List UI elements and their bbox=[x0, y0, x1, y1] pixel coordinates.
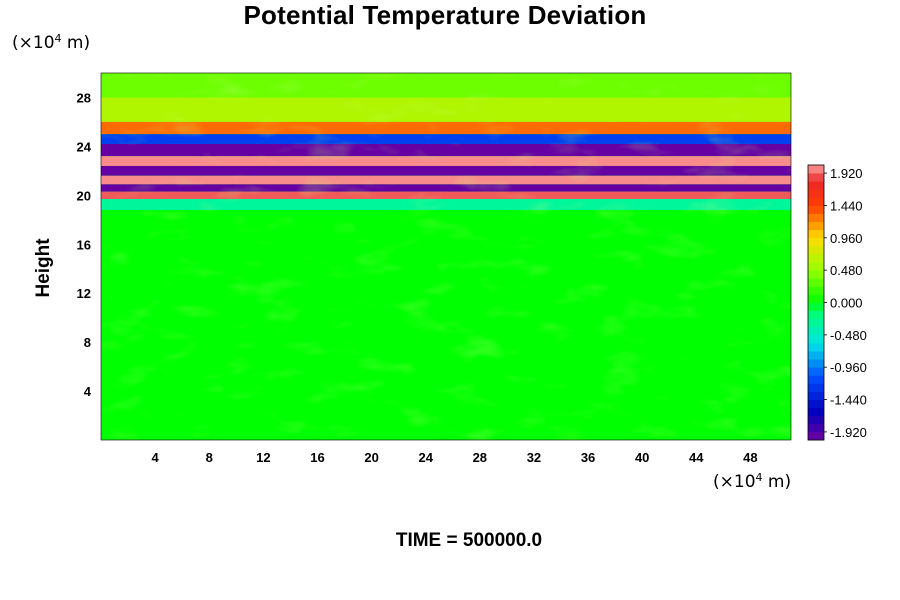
colorbar-tick-label: 0.960 bbox=[830, 231, 863, 246]
colorbar-tick-label: -1.920 bbox=[830, 425, 867, 440]
chart-title: Potential Temperature Deviation bbox=[243, 0, 647, 30]
field-texture bbox=[101, 73, 791, 440]
x-tick-label: 20 bbox=[364, 450, 378, 465]
colorbar-tick-label: -0.960 bbox=[830, 360, 867, 375]
colorbar-swatch bbox=[808, 399, 824, 409]
y-tick-label: 16 bbox=[77, 237, 91, 252]
x-unit-exponent: 4 bbox=[755, 471, 763, 484]
colorbar-swatch bbox=[808, 415, 824, 425]
colorbar-swatch bbox=[808, 342, 824, 352]
y-tick-label: 20 bbox=[77, 188, 91, 203]
colorbar-swatch bbox=[808, 205, 824, 214]
time-label: TIME = 500000.0 bbox=[395, 530, 543, 551]
y-unit-prefix: (×10 bbox=[12, 33, 55, 53]
x-unit-prefix: (×10 bbox=[713, 472, 756, 492]
x-tick-label: 32 bbox=[527, 450, 541, 465]
colorbar-swatch bbox=[808, 262, 824, 271]
colorbar-tick-label: 0.000 bbox=[830, 296, 863, 311]
colorbar-swatch bbox=[808, 375, 824, 384]
colorbar-swatch bbox=[808, 286, 824, 295]
colorbar-swatch bbox=[808, 278, 824, 287]
x-unit-suffix: m) bbox=[762, 472, 792, 492]
colorbar-swatch bbox=[808, 189, 824, 198]
colorbar-swatch bbox=[808, 181, 824, 190]
x-tick-label: 24 bbox=[418, 450, 433, 465]
y-unit-exponent: 4 bbox=[54, 32, 62, 45]
colorbar-swatch bbox=[808, 383, 824, 392]
plot-area bbox=[100, 72, 792, 441]
y-axis-unit: (×104 m) bbox=[12, 32, 90, 53]
colorbar-swatch bbox=[808, 245, 824, 255]
y-tick-label: 8 bbox=[84, 335, 91, 350]
x-tick-label: 28 bbox=[473, 450, 487, 465]
x-tick-label: 8 bbox=[206, 450, 213, 465]
y-unit-suffix: m) bbox=[61, 33, 91, 53]
y-tick-label: 28 bbox=[77, 90, 91, 105]
y-tick-label: 12 bbox=[77, 286, 91, 301]
colorbar-swatch bbox=[808, 213, 824, 223]
y-tick-label: 24 bbox=[77, 139, 92, 154]
colorbar-swatch bbox=[808, 270, 824, 279]
colorbar-swatch bbox=[808, 423, 824, 433]
colorbar-swatch bbox=[808, 326, 824, 336]
x-tick-label: 40 bbox=[635, 450, 649, 465]
x-tick-label: 44 bbox=[689, 450, 704, 465]
colorbar-swatch bbox=[808, 391, 824, 400]
colorbar-swatch bbox=[808, 253, 824, 263]
colorbar-tick-label: 1.440 bbox=[830, 198, 863, 213]
colorbar-swatch bbox=[808, 294, 824, 303]
x-axis-ticks: 4 8 12 16 20 24 28 32 36 40 44 48 bbox=[152, 450, 758, 465]
colorbar-swatch bbox=[808, 173, 824, 182]
x-tick-label: 36 bbox=[581, 450, 595, 465]
colorbar-swatch bbox=[808, 334, 824, 344]
colorbar-swatch bbox=[808, 367, 824, 376]
colorbar-swatch bbox=[808, 431, 824, 441]
colorbar-swatch bbox=[808, 318, 824, 328]
colorbar-swatch bbox=[808, 221, 824, 231]
colorbar-swatch bbox=[808, 237, 824, 247]
x-tick-label: 16 bbox=[310, 450, 324, 465]
plot-frame bbox=[100, 72, 792, 441]
y-axis-ticks: 4 8 12 16 20 24 28 bbox=[77, 90, 92, 399]
colorbar-swatch bbox=[808, 197, 824, 206]
colorbar-tick-label: -1.440 bbox=[830, 393, 867, 408]
colorbar-swatch bbox=[808, 359, 824, 368]
colorbar-tick-label: 1.920 bbox=[830, 166, 863, 181]
x-tick-label: 48 bbox=[743, 450, 757, 465]
x-tick-label: 12 bbox=[256, 450, 270, 465]
colorbar-swatch bbox=[808, 351, 824, 360]
colorbar-swatch bbox=[808, 310, 824, 320]
colorbar-swatch bbox=[808, 229, 824, 239]
x-tick-label: 4 bbox=[152, 450, 160, 465]
colorbar-swatch bbox=[808, 302, 824, 311]
colorbar: 1.920 1.440 0.960 0.480 0.000 -0.480 -0.960 -1.… bbox=[807, 164, 867, 441]
y-tick-label: 4 bbox=[84, 384, 92, 399]
colorbar-tick-label: -0.480 bbox=[830, 328, 867, 343]
colorbar-tick-label: 0.480 bbox=[830, 263, 863, 278]
colorbar-swatch bbox=[808, 165, 824, 174]
x-axis-unit: (×104 m) bbox=[713, 471, 791, 492]
colorbar-swatch bbox=[808, 407, 824, 417]
